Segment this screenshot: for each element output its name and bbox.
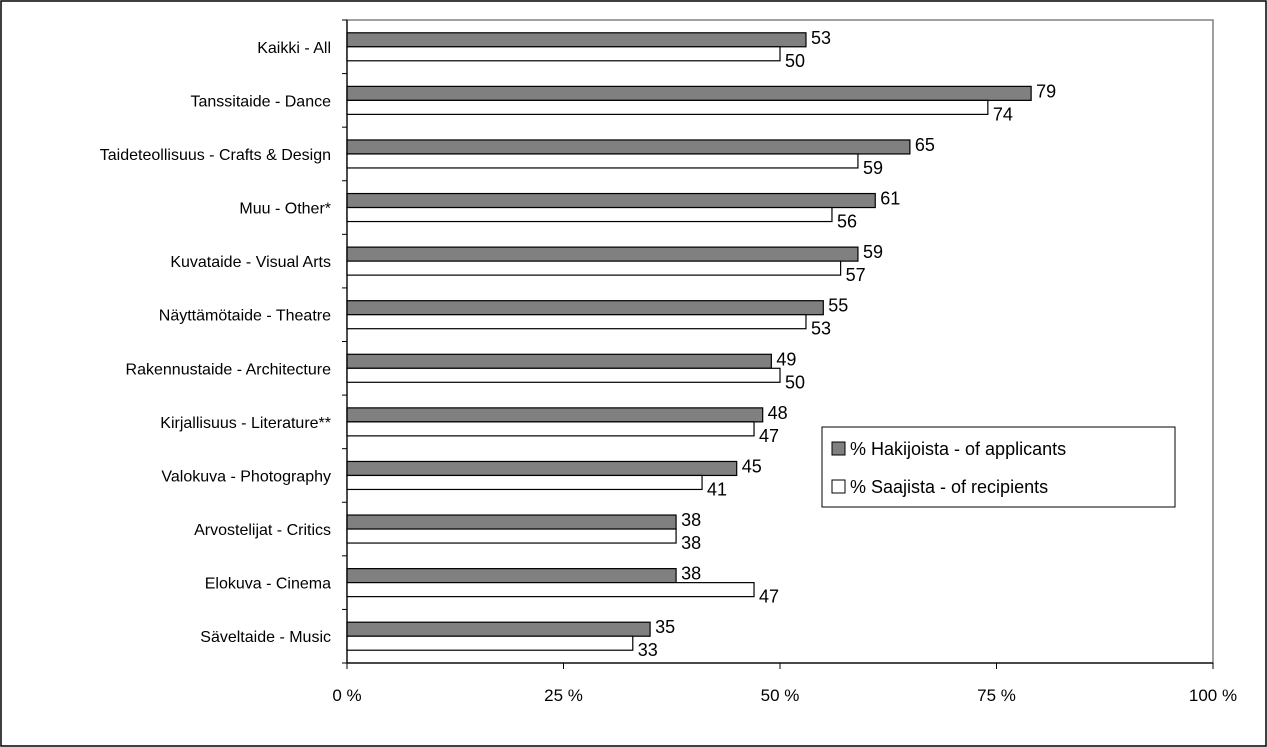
data-label-recipients: 57 (846, 265, 866, 285)
legend-label-recipients: % Saajista - of recipients (850, 477, 1048, 497)
bar-applicants (346, 514, 677, 530)
bar-recipients (346, 260, 842, 276)
category-label: Muu - Other* (239, 201, 331, 218)
bar-recipients (346, 367, 781, 383)
bar-applicants (346, 192, 876, 209)
data-label-applicants: 65 (915, 135, 935, 155)
data-label-recipients: 38 (681, 533, 701, 553)
data-label-recipients: 47 (759, 587, 779, 607)
data-label-applicants: 49 (776, 349, 796, 369)
data-label-recipients: 59 (863, 158, 883, 178)
bar-recipients (346, 421, 755, 437)
bar-applicants (346, 300, 824, 316)
category-label: Rakennustaide - Architecture (126, 361, 332, 378)
legend-label-applicants: % Hakijoista - of applicants (850, 439, 1066, 459)
x-tick-label: 75 % (977, 686, 1016, 705)
legend-box (821, 426, 1176, 508)
category-label: Kirjallisuus - Literature** (160, 415, 331, 432)
data-label-applicants: 38 (681, 510, 701, 530)
data-label-recipients: 47 (759, 426, 779, 446)
data-label-applicants: 53 (811, 28, 831, 48)
data-label-recipients: 74 (993, 104, 1013, 124)
data-label-recipients: 41 (707, 479, 727, 499)
category-label: Arvostelijat - Critics (194, 522, 331, 539)
bar-applicants (346, 568, 677, 584)
bar-recipients (346, 582, 755, 598)
bar-recipients (346, 99, 989, 115)
data-label-applicants: 35 (655, 617, 675, 637)
category-label: Elokuva - Cinema (205, 576, 331, 593)
category-label: Taideteollisuus - Crafts & Design (100, 147, 331, 164)
data-label-recipients: 53 (811, 319, 831, 339)
data-label-applicants: 48 (768, 403, 788, 423)
bar-recipients (346, 46, 781, 62)
category-label: Näyttämötaide - Theatre (159, 308, 331, 325)
data-label-recipients: 56 (837, 212, 857, 232)
data-label-applicants: 59 (863, 242, 883, 262)
data-label-applicants: 45 (742, 456, 762, 476)
bar-applicants (346, 139, 911, 155)
legend: % Hakijoista - of applicants % Saajista … (821, 426, 1176, 508)
data-label-recipients: 33 (638, 640, 658, 660)
legend-swatch-recipients (831, 479, 846, 494)
legend-swatch-applicants (831, 441, 846, 456)
bar-recipients (346, 206, 833, 223)
x-tick-label: 0 % (332, 686, 361, 705)
category-label: Kuvataide - Visual Arts (170, 254, 331, 271)
category-label: Säveltaide - Music (200, 629, 331, 646)
data-label-applicants: 55 (828, 296, 848, 316)
data-label-recipients: 50 (785, 372, 805, 392)
bar-applicants (346, 246, 859, 262)
data-label-applicants: 61 (880, 189, 900, 209)
category-label: Kaikki - All (257, 40, 331, 57)
bar-recipients (346, 635, 634, 651)
data-label-recipients: 50 (785, 51, 805, 71)
bar-applicants (346, 460, 738, 477)
data-label-applicants: 79 (1036, 81, 1056, 101)
x-tick-label: 25 % (544, 686, 583, 705)
x-tick-label: 100 % (1189, 686, 1237, 705)
bar-applicants (346, 85, 1032, 101)
category-label: Tanssitaide - Dance (190, 93, 331, 110)
bar-applicants (346, 32, 807, 48)
data-label-applicants: 38 (681, 564, 701, 584)
labels-layer: Kaikki - All 53 50 Tanssitaide - Dance 79 74 T… (100, 28, 1056, 660)
x-tick-label: 50 % (761, 686, 800, 705)
axis-layer: 0 % 25 % 50 % 75 % 100 % (332, 19, 1237, 705)
bar-applicants (346, 407, 764, 423)
category-label: Valokuva - Photography (161, 468, 331, 485)
bar-recipients (346, 474, 703, 491)
bar-recipients (346, 314, 807, 330)
bar-applicants (346, 353, 772, 369)
bar-recipients (346, 153, 859, 169)
bar-applicants (346, 621, 651, 637)
bars-layer (346, 32, 1032, 651)
bar-recipients (346, 528, 677, 544)
